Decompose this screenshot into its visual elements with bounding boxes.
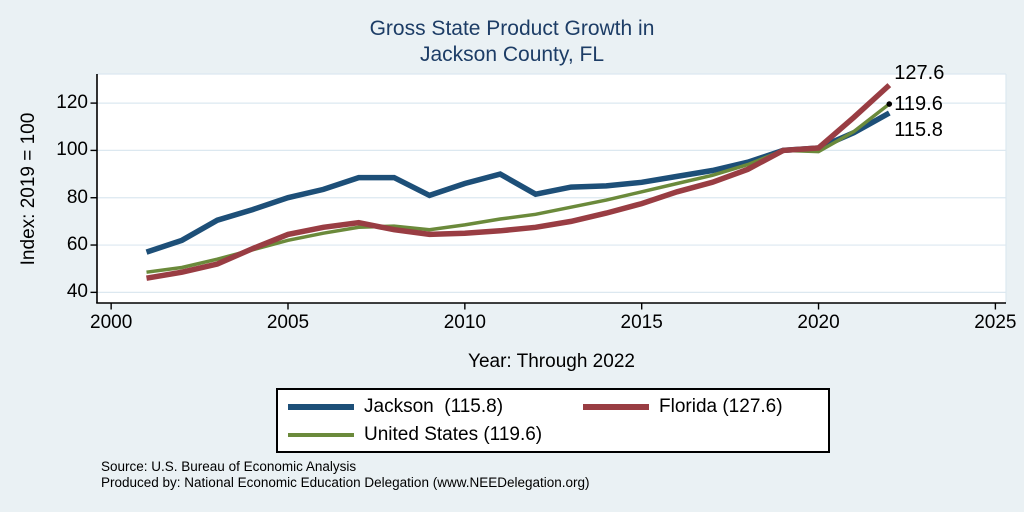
end-label-united-states: 119.6 [894,93,943,116]
legend-entry-jackson: Jackson (115.8) [278,394,573,420]
x-tick-label: 2015 [620,312,663,333]
x-tick-label: 2005 [266,312,310,333]
series-line-florida [146,83,892,281]
x-tick-label: 2020 [797,312,840,333]
chart-title-line1: Gross State Product Growth in [369,17,655,40]
x-tick-label: 2025 [974,312,1017,333]
y-tick-label: 40 [66,281,88,303]
end-label-jackson: 115.8 [894,119,943,142]
legend-label: Jackson (115.8) [364,395,504,417]
y-tick-label: 120 [56,92,88,114]
y-tick-label: 60 [66,234,88,256]
end-marker-dot [886,101,893,107]
legend-entry-united-states: United States (119.6) [278,422,573,448]
y-tick-label: 80 [66,186,88,208]
legend-entry-florida: Florida (127.6) [573,394,828,420]
legend: Jackson (115.8) Florida (127.6) United Sta… [276,388,830,453]
y-tick-label: 100 [56,139,88,161]
x-tick-label: 2000 [90,312,133,333]
legend-line-sample [288,403,354,410]
x-axis-title: Year: Through 2022 [468,351,635,372]
chart-title-line2: Jackson County, FL [419,43,605,66]
legend-line-sample [288,432,354,437]
produced-by-note: Produced by: National Economic Education… [101,475,590,490]
legend-label: Florida (127.6) [659,395,783,417]
legend-line-sample [583,403,649,410]
x-tick-label: 2010 [443,312,486,333]
source-note: Source: U.S. Bureau of Economic Analysis [101,459,357,474]
end-label-florida: 127.6 [894,62,945,85]
legend-label: United States (119.6) [364,423,543,445]
